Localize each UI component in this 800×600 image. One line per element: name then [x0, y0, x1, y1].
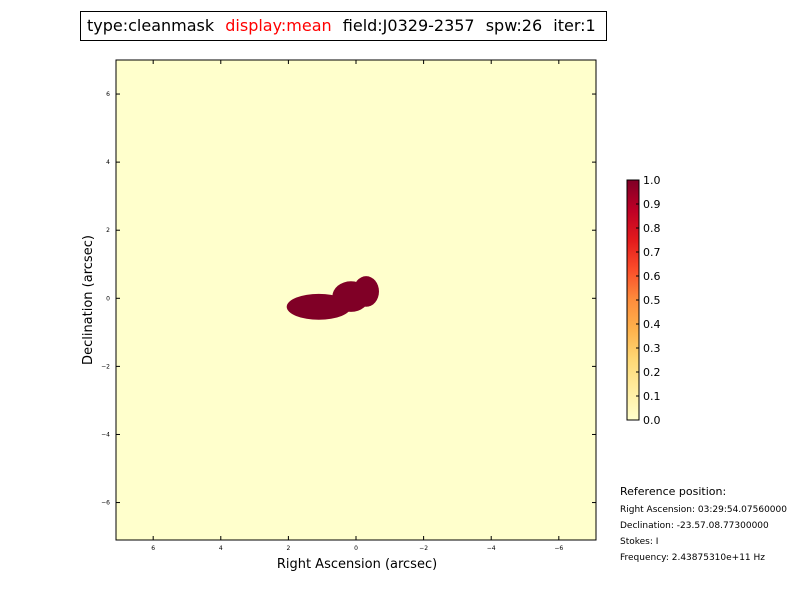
colorbar-tick-label: 0.7 [643, 246, 661, 259]
colorbar-tick-label: 0.0 [643, 414, 661, 427]
colorbar-tick-label: 0.5 [643, 294, 661, 307]
reference-stokes: Stokes: I [620, 537, 659, 547]
title-type: type:cleanmask [87, 16, 215, 35]
y-tick-label: −4 [101, 431, 110, 438]
colorbar: 0.0 0.1 0.2 0.3 0.4 0.5 0.6 0.7 0.8 0.9 1.0 [626, 174, 661, 427]
y-tick-label: −6 [101, 500, 110, 507]
x-tick-label: 6 [151, 545, 155, 552]
reference-position-panel: Reference position: Right Ascension: 03:… [620, 484, 798, 566]
x-axis-label: Right Ascension (arcsec) [277, 557, 437, 572]
x-tick-label: −6 [554, 545, 563, 552]
y-tick-label: −2 [101, 363, 110, 370]
title-spw: spw:26 [485, 16, 543, 35]
x-tick-label: 2 [286, 545, 290, 552]
reference-dec: Declination: -23.57.08.77300000 [620, 521, 769, 531]
colorbar-tick-label: 0.8 [643, 222, 661, 235]
y-tick-label: 2 [106, 227, 110, 234]
y-tick-label: 6 [106, 91, 110, 98]
plot-area: 6 4 2 0 −2 −4 −6 6 4 2 0 −2 −4 −6 [101, 59, 597, 552]
mask-region-3 [353, 276, 379, 307]
y-tick-label: 0 [106, 295, 110, 302]
reference-position-heading: Reference position: [620, 485, 727, 498]
plot-title: type:cleanmask display:mean field:J0329-… [80, 11, 607, 41]
clean-mask [286, 276, 379, 320]
colorbar-tick-label: 0.2 [643, 366, 661, 379]
x-tick-label: −2 [419, 545, 428, 552]
colorbar-tick-label: 0.4 [643, 318, 661, 331]
y-tick-label: 4 [106, 159, 110, 166]
x-tick-label: −4 [487, 545, 496, 552]
title-field: field:J0329-2357 [342, 16, 475, 35]
colorbar-tick-label: 0.9 [643, 198, 661, 211]
colorbar-tick-label: 0.1 [643, 390, 661, 403]
reference-ra: Right Ascension: 03:29:54.07560000 [620, 505, 787, 515]
y-axis-label: Declination (arcsec) [81, 235, 96, 365]
title-iter: iter:1 [553, 16, 596, 35]
colorbar-tick-label: 1.0 [643, 174, 661, 187]
colorbar-tick-label: 0.6 [643, 270, 661, 283]
title-display: display:mean [225, 16, 332, 35]
colorbar-tick-label: 0.3 [643, 342, 661, 355]
x-tick-label: 4 [219, 545, 223, 552]
reference-frequency: Frequency: 2.43875310e+11 Hz [620, 553, 766, 563]
x-tick-label: 0 [354, 545, 358, 552]
